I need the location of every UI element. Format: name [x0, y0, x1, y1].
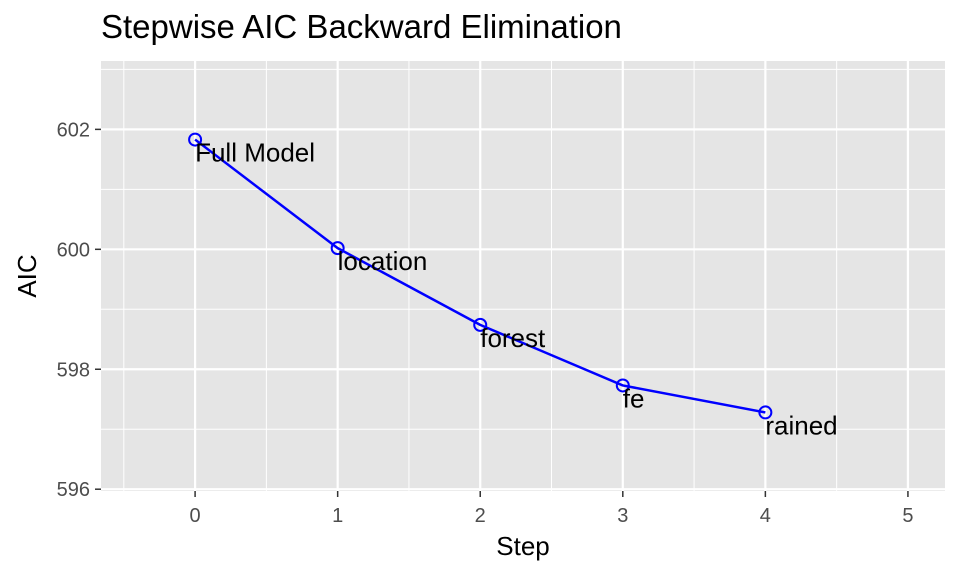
- aic-data-point: [330, 241, 345, 256]
- major-gridlines: [101, 61, 945, 491]
- aic-data-point: [188, 132, 203, 147]
- x-tick-label: 5: [902, 505, 913, 527]
- x-tick-label: 0: [190, 505, 201, 527]
- x-axis-title: Step: [496, 531, 550, 561]
- y-axis: 596 598 600 602: [57, 119, 101, 501]
- x-tick-label: 1: [332, 505, 343, 527]
- y-tick-label: 598: [57, 359, 90, 381]
- y-tick-label: 596: [57, 479, 90, 501]
- x-tick-label: 4: [760, 505, 771, 527]
- point-label: Full Model: [195, 138, 315, 168]
- aic-data-point: [615, 378, 630, 393]
- aic-data-point: [758, 405, 773, 420]
- aic-series-line: [194, 138, 766, 414]
- point-labels-layer: Full Model location forest fe rained: [195, 138, 838, 441]
- point-label: location: [338, 246, 428, 276]
- point-label: fe: [623, 383, 645, 413]
- point-label: forest: [480, 323, 546, 353]
- minor-gridlines: [101, 61, 945, 491]
- aic-data-point: [473, 317, 488, 332]
- y-axis-title: AIC: [12, 254, 42, 297]
- point-label: rained: [765, 410, 837, 440]
- x-tick-label: 3: [617, 505, 628, 527]
- y-tick-label: 600: [57, 239, 90, 261]
- x-tick-label: 2: [475, 505, 486, 527]
- x-axis: 0 1 2 3 4 5: [190, 491, 913, 527]
- series-layer: [188, 132, 773, 420]
- chart-title: Stepwise AIC Backward Elimination: [101, 8, 622, 45]
- y-tick-label: 602: [57, 119, 90, 141]
- plot-panel: [101, 61, 945, 491]
